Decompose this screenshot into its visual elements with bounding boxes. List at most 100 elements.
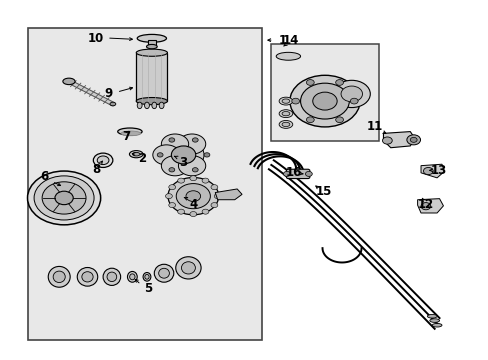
Text: 6: 6 (41, 170, 49, 183)
Circle shape (163, 140, 203, 170)
Circle shape (93, 153, 113, 167)
Circle shape (210, 185, 217, 190)
Ellipse shape (146, 44, 157, 49)
Ellipse shape (159, 102, 163, 109)
Circle shape (202, 178, 208, 183)
Ellipse shape (81, 272, 93, 282)
Circle shape (178, 156, 205, 176)
Circle shape (300, 83, 348, 119)
Circle shape (409, 137, 416, 142)
Ellipse shape (429, 319, 439, 322)
Circle shape (189, 212, 196, 217)
Ellipse shape (144, 274, 149, 279)
Ellipse shape (118, 128, 142, 135)
Circle shape (177, 209, 184, 214)
Circle shape (203, 153, 209, 157)
Text: 1: 1 (278, 33, 286, 47)
Text: 5: 5 (143, 282, 152, 295)
Circle shape (168, 168, 174, 172)
Ellipse shape (282, 99, 289, 103)
Circle shape (289, 75, 359, 127)
Circle shape (192, 168, 198, 172)
Bar (27, 28, 261, 339)
Circle shape (42, 182, 86, 214)
Ellipse shape (282, 112, 289, 116)
Ellipse shape (121, 131, 141, 136)
Ellipse shape (110, 102, 116, 106)
Text: 14: 14 (282, 33, 298, 47)
Ellipse shape (181, 262, 195, 274)
Circle shape (305, 171, 312, 176)
Ellipse shape (143, 273, 151, 281)
Text: 2: 2 (138, 152, 146, 165)
Ellipse shape (136, 49, 167, 56)
Ellipse shape (427, 315, 436, 318)
Ellipse shape (103, 268, 121, 285)
Text: 11: 11 (366, 121, 383, 134)
Ellipse shape (129, 150, 143, 158)
Circle shape (306, 80, 314, 85)
Ellipse shape (279, 110, 292, 118)
Text: 15: 15 (315, 185, 331, 198)
Ellipse shape (431, 323, 441, 327)
Circle shape (283, 171, 290, 176)
Ellipse shape (63, 78, 75, 85)
Ellipse shape (152, 102, 157, 109)
Circle shape (335, 80, 343, 85)
Circle shape (161, 134, 188, 154)
Ellipse shape (127, 271, 137, 282)
Text: 10: 10 (87, 32, 103, 45)
Text: 7: 7 (122, 130, 130, 144)
Circle shape (420, 203, 430, 210)
Circle shape (340, 86, 362, 102)
Text: 12: 12 (417, 198, 433, 211)
Ellipse shape (175, 257, 201, 279)
Ellipse shape (144, 102, 149, 109)
Circle shape (161, 156, 188, 176)
Circle shape (153, 145, 180, 165)
Text: 3: 3 (179, 156, 187, 169)
Circle shape (192, 138, 198, 142)
Circle shape (335, 117, 343, 123)
Ellipse shape (107, 272, 117, 282)
Circle shape (176, 184, 210, 209)
Bar (271, 44, 378, 140)
Polygon shape (383, 132, 414, 148)
Circle shape (312, 92, 336, 110)
Ellipse shape (279, 97, 292, 105)
Circle shape (157, 153, 163, 157)
Circle shape (210, 203, 217, 208)
Polygon shape (417, 199, 443, 213)
Text: 9: 9 (104, 87, 113, 100)
Ellipse shape (53, 271, 65, 283)
Circle shape (34, 176, 94, 220)
Circle shape (214, 194, 221, 199)
Circle shape (165, 194, 172, 199)
Circle shape (332, 80, 369, 108)
Circle shape (189, 176, 196, 181)
Ellipse shape (129, 274, 135, 280)
Ellipse shape (158, 268, 169, 278)
Circle shape (27, 171, 101, 225)
Circle shape (168, 138, 174, 142)
Circle shape (406, 135, 420, 145)
Ellipse shape (132, 152, 140, 156)
Text: 13: 13 (429, 164, 446, 177)
Circle shape (306, 117, 314, 123)
Circle shape (177, 178, 184, 183)
FancyBboxPatch shape (286, 169, 309, 179)
Ellipse shape (136, 98, 167, 105)
Polygon shape (420, 164, 444, 178)
Ellipse shape (282, 122, 289, 127)
Circle shape (349, 98, 357, 104)
Circle shape (168, 203, 175, 208)
Ellipse shape (137, 102, 142, 109)
Ellipse shape (77, 267, 98, 286)
Polygon shape (215, 189, 242, 200)
Ellipse shape (276, 52, 300, 60)
Text: 4: 4 (189, 198, 197, 211)
Ellipse shape (48, 266, 70, 287)
Ellipse shape (279, 121, 292, 129)
Circle shape (171, 146, 195, 164)
Circle shape (168, 185, 175, 190)
